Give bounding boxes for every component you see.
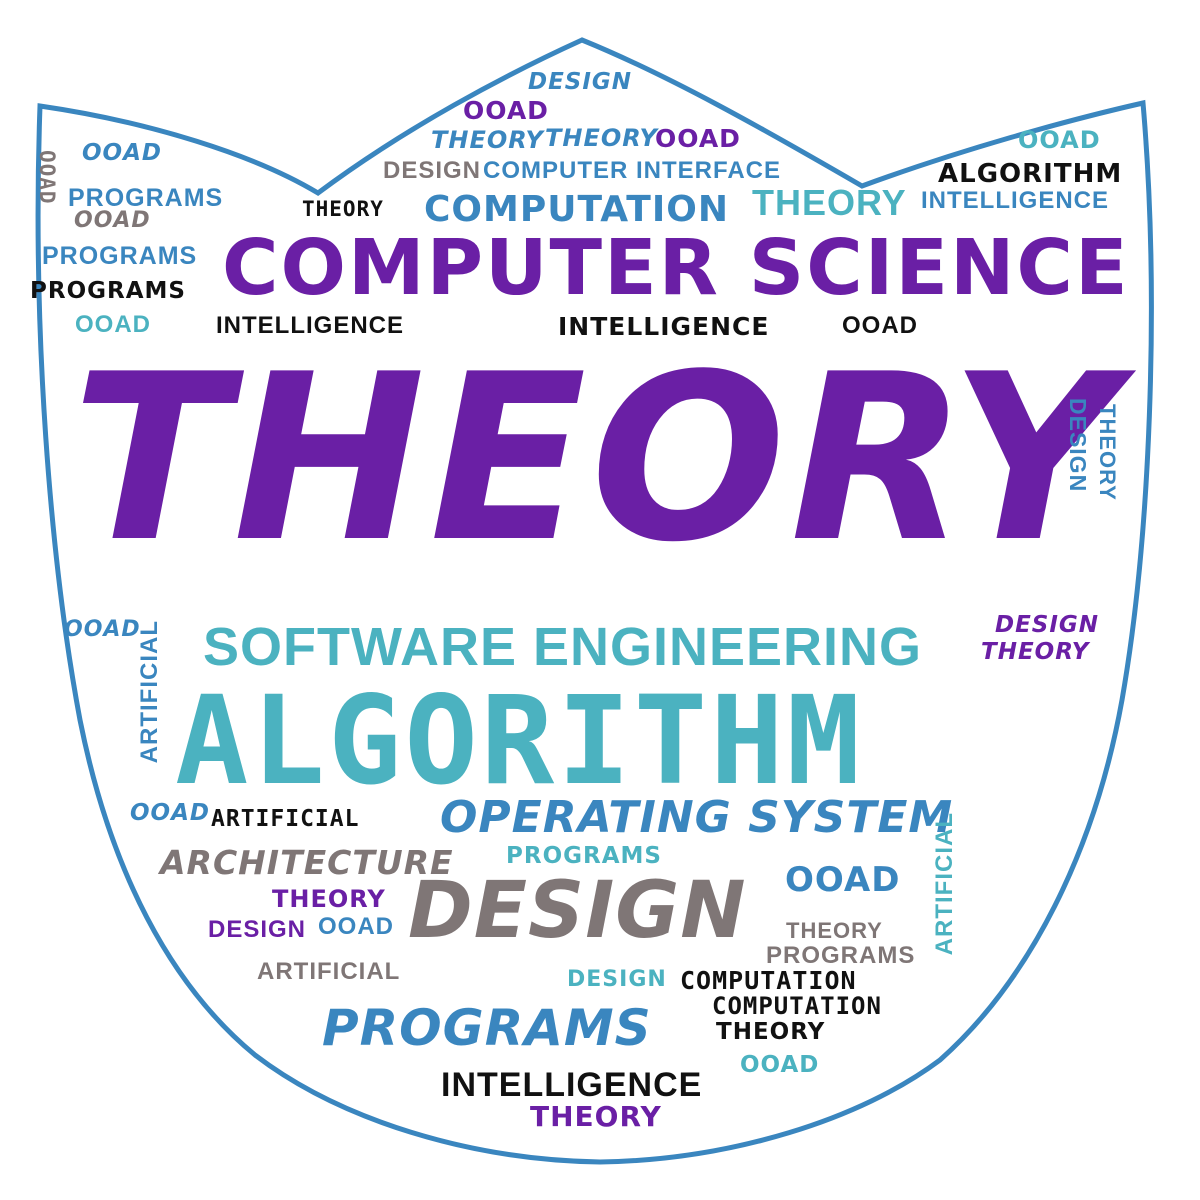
word-theory: THEORY [981,639,1090,665]
word-ooad: OOAD [463,96,549,125]
word-ooad: OOAD [64,617,141,642]
word-intelligence: INTELLIGENCE [441,1066,703,1104]
word-ooad: OOAD [74,208,151,233]
word-ooad-vertical: OOAD [35,150,59,205]
word-design: DESIGN [528,69,633,95]
word-ooad: OOAD [318,913,394,940]
word-computer-science: COMPUTER SCIENCE [222,224,1130,313]
word-software-engineering: SOFTWARE ENGINEERING [203,617,923,677]
word-design-vertical: DESIGN [1065,398,1091,493]
word-computer-interface: COMPUTER INTERFACE [483,157,782,184]
word-theory-vertical: THEORY [1095,404,1120,501]
word-theory: THEORY [302,197,384,221]
word-design-headline: DESIGN [408,866,747,956]
word-artificial-vertical: ARTIFICIAL [931,812,958,956]
word-ooad: OOAD [130,800,210,826]
word-theory: THEORY [272,885,386,913]
word-theory-headline: THEORY [72,326,1121,593]
word-design: DESIGN [995,612,1100,638]
word-ooad: OOAD [842,312,918,339]
word-programs: PROGRAMS [68,184,224,212]
word-ooad: OOAD [82,140,162,166]
word-theory: THEORY [431,126,544,154]
word-intelligence: INTELLIGENCE [558,312,770,341]
word-theory: THEORY [530,1100,662,1133]
word-computation: COMPUTATION [680,966,857,995]
word-theory: THEORY [752,182,907,223]
word-ooad: OOAD [655,124,741,153]
word-programs-headline: PROGRAMS [322,999,652,1057]
word-design: DESIGN [567,967,667,992]
word-algorithm-headline: ALGORITHM [175,670,864,812]
word-artificial: ARTIFICIAL [257,958,401,985]
word-artificial-vertical: ARTIFICIAL [136,620,163,764]
word-design: DESIGN [208,916,307,943]
word-intelligence: INTELLIGENCE [921,187,1110,214]
word-architecture: ARCHITECTURE [160,843,454,882]
shield-border [35,37,1154,1165]
word-theory: THEORY [716,1019,826,1045]
word-theory: THEORY [786,918,883,943]
word-design: DESIGN [383,157,482,184]
word-ooad: OOAD [1018,126,1101,154]
word-ooad: OOAD [740,1052,820,1078]
word-computation: COMPUTATION [712,992,882,1020]
word-artificial: ARTIFICIAL [211,806,360,832]
word-programs: PROGRAMS [506,843,662,869]
word-ooad: OOAD [785,860,901,900]
word-programs: PROGRAMS [42,242,198,270]
word-operating-system: OPERATING SYSTEM [440,792,954,843]
word-programs: PROGRAMS [30,278,186,304]
word-programs: PROGRAMS [766,942,916,969]
word-algorithm: ALGORITHM [938,159,1123,189]
word-theory: THEORY [545,124,658,152]
word-intelligence: INTELLIGENCE [216,312,405,339]
word-computation: COMPUTATION [424,189,729,230]
word-ooad: OOAD [75,311,151,338]
